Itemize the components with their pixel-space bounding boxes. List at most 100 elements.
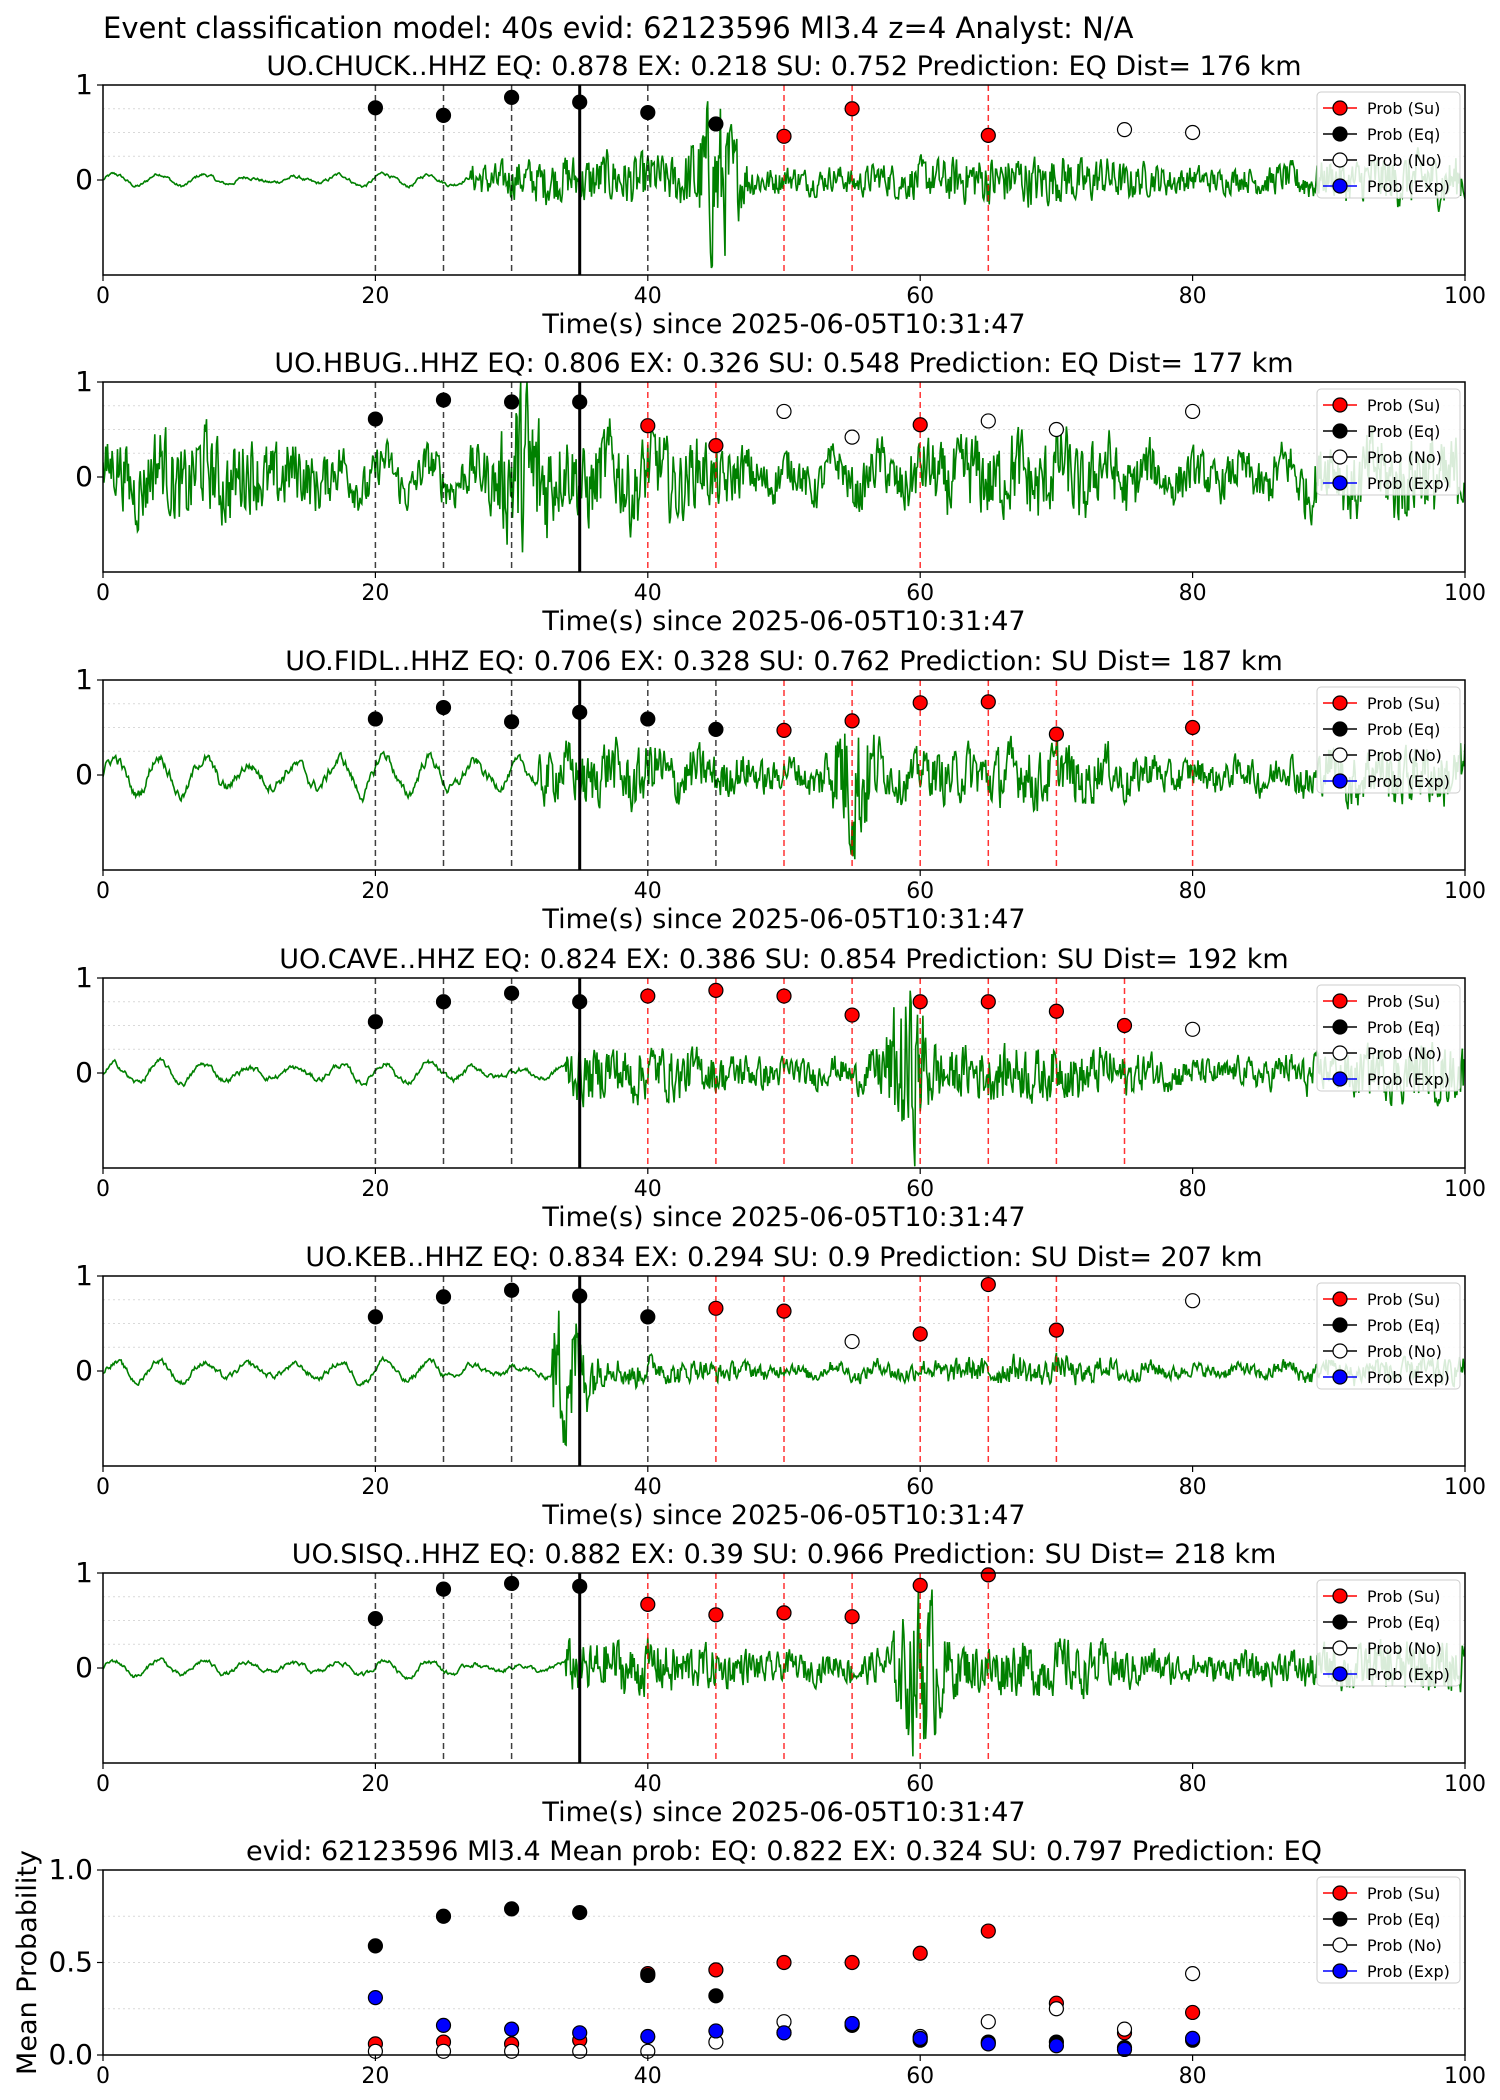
prob-point (776, 988, 792, 1004)
legend-box (1316, 388, 1461, 496)
prob-point (504, 2043, 520, 2059)
prob-point (572, 1288, 588, 1304)
y-tick-label: 1 (75, 1259, 93, 1292)
prob-point (980, 2036, 996, 2052)
legend-marker (1332, 773, 1348, 789)
panel-title: UO.HBUG..HHZ EQ: 0.806 EX: 0.326 SU: 0.5… (274, 348, 1293, 379)
legend: Prob (Su) Prob (Eq) Prob (No) Prob (Exp) (1316, 91, 1461, 199)
prob-point (912, 1577, 928, 1593)
prob-point (980, 994, 996, 1010)
prob-point (504, 714, 520, 730)
prob-point (640, 2028, 656, 2045)
prob-point (367, 1990, 383, 2006)
x-tick-label: 40 (634, 1772, 662, 1797)
prob-point (844, 101, 860, 117)
x-axis-label: Time(s) since 2025-06-05T10:31:47 (541, 1500, 1025, 1531)
panel-2: UO.HBUG..HHZ EQ: 0.806 EX: 0.326 SU: 0.5… (75, 348, 1486, 637)
y-tick-label: 1.0 (48, 1853, 93, 1886)
prob-point (912, 417, 928, 433)
prob-point (1184, 719, 1201, 736)
y-tick-label: 1 (75, 1556, 93, 1589)
x-tick-label: 100 (1444, 1475, 1486, 1500)
prob-point (1184, 2030, 1201, 2046)
legend-marker (1332, 397, 1348, 413)
legend-marker (1332, 126, 1348, 142)
x-axis-label: Time(s) since 2025-06-05T10:31:47 (541, 309, 1025, 340)
prob-point (776, 1954, 792, 1971)
legend-label: Prob (No) (1367, 746, 1442, 765)
legend-label: Prob (No) (1367, 1639, 1442, 1658)
prob-point (1048, 421, 1065, 438)
legend-label: Prob (Exp) (1367, 1665, 1450, 1684)
prob-point (980, 1567, 996, 1583)
prob-point (844, 1954, 860, 1971)
prob-point (912, 1945, 928, 1961)
legend-label: Prob (Eq) (1367, 1018, 1440, 1037)
plot-area (103, 382, 1465, 572)
markers (367, 1276, 1201, 1350)
prob-point (435, 107, 452, 124)
prob-point (572, 94, 588, 110)
markers (367, 694, 1201, 742)
legend-box (1316, 686, 1461, 794)
prob-point (435, 392, 452, 408)
x-tick-label: 60 (906, 1177, 934, 1202)
prob-point (1184, 124, 1201, 141)
legend-label: Prob (No) (1367, 151, 1442, 170)
prob-point (776, 1303, 792, 1319)
legend-box (1316, 1282, 1461, 1390)
figure-suptitle: Event classification model: 40s evid: 62… (103, 11, 1134, 45)
legend-label: Prob (Eq) (1367, 1316, 1440, 1335)
x-tick-label: 100 (1444, 284, 1486, 309)
x-tick-label: 20 (361, 2064, 389, 2089)
legend-label: Prob (Su) (1367, 1884, 1440, 1903)
panel-title: UO.FIDL..HHZ EQ: 0.706 EX: 0.328 SU: 0.7… (285, 646, 1283, 677)
y-tick-label: 1 (75, 68, 93, 101)
x-tick-label: 40 (634, 1475, 662, 1500)
x-tick-label: 80 (1179, 581, 1207, 606)
prob-point (980, 2014, 996, 2030)
legend-label: Prob (Su) (1367, 694, 1440, 713)
legend-label: Prob (No) (1367, 448, 1442, 467)
panel-4: UO.CAVE..HHZ EQ: 0.824 EX: 0.386 SU: 0.8… (75, 944, 1486, 1233)
x-tick-label: 0 (96, 1177, 110, 1202)
prob-point (776, 2025, 792, 2041)
prob-point (572, 1578, 588, 1594)
legend-marker (1332, 1937, 1348, 1953)
legend-label: Prob (Su) (1367, 396, 1440, 415)
x-tick-label: 0 (96, 284, 110, 309)
x-tick-label: 80 (1179, 1772, 1207, 1797)
legend-label: Prob (Exp) (1367, 1368, 1450, 1387)
prob-point (912, 695, 928, 711)
prob-point (776, 1605, 792, 1621)
legend-marker (1332, 1885, 1348, 1901)
prob-point (1116, 2021, 1133, 2037)
prob-point (912, 994, 928, 1010)
x-tick-label: 20 (361, 879, 389, 904)
x-tick-label: 40 (634, 2064, 662, 2089)
prob-point (504, 89, 520, 105)
x-tick-label: 0 (96, 2064, 110, 2089)
x-tick-label: 60 (906, 581, 934, 606)
legend-marker (1332, 695, 1348, 711)
prob-point (844, 2015, 860, 2032)
legend-label: Prob (Eq) (1367, 720, 1440, 739)
prob-point (1048, 1003, 1065, 1019)
x-axis-label: Time(s) since 2025-06-05T10:31:47 (541, 1797, 1025, 1828)
legend-label: Prob (Exp) (1367, 772, 1450, 791)
legend-marker (1332, 1588, 1348, 1604)
legend: Prob (Su) Prob (Eq) Prob (No) Prob (Exp) (1316, 686, 1461, 794)
markers (367, 89, 1201, 144)
x-tick-label: 80 (1179, 879, 1207, 904)
prob-point (776, 722, 792, 738)
legend-marker (1332, 1317, 1348, 1333)
legend-marker (1332, 1666, 1348, 1682)
x-tick-label: 20 (361, 1177, 389, 1202)
prob-point (640, 418, 656, 434)
legend-box (1316, 984, 1461, 1092)
legend-box (1316, 1579, 1461, 1687)
y-tick-label: 1 (75, 663, 93, 696)
legend-marker (1332, 1963, 1348, 1979)
x-tick-label: 80 (1179, 284, 1207, 309)
panel-6: UO.SISQ..HHZ EQ: 0.882 EX: 0.39 SU: 0.96… (75, 1539, 1486, 1828)
